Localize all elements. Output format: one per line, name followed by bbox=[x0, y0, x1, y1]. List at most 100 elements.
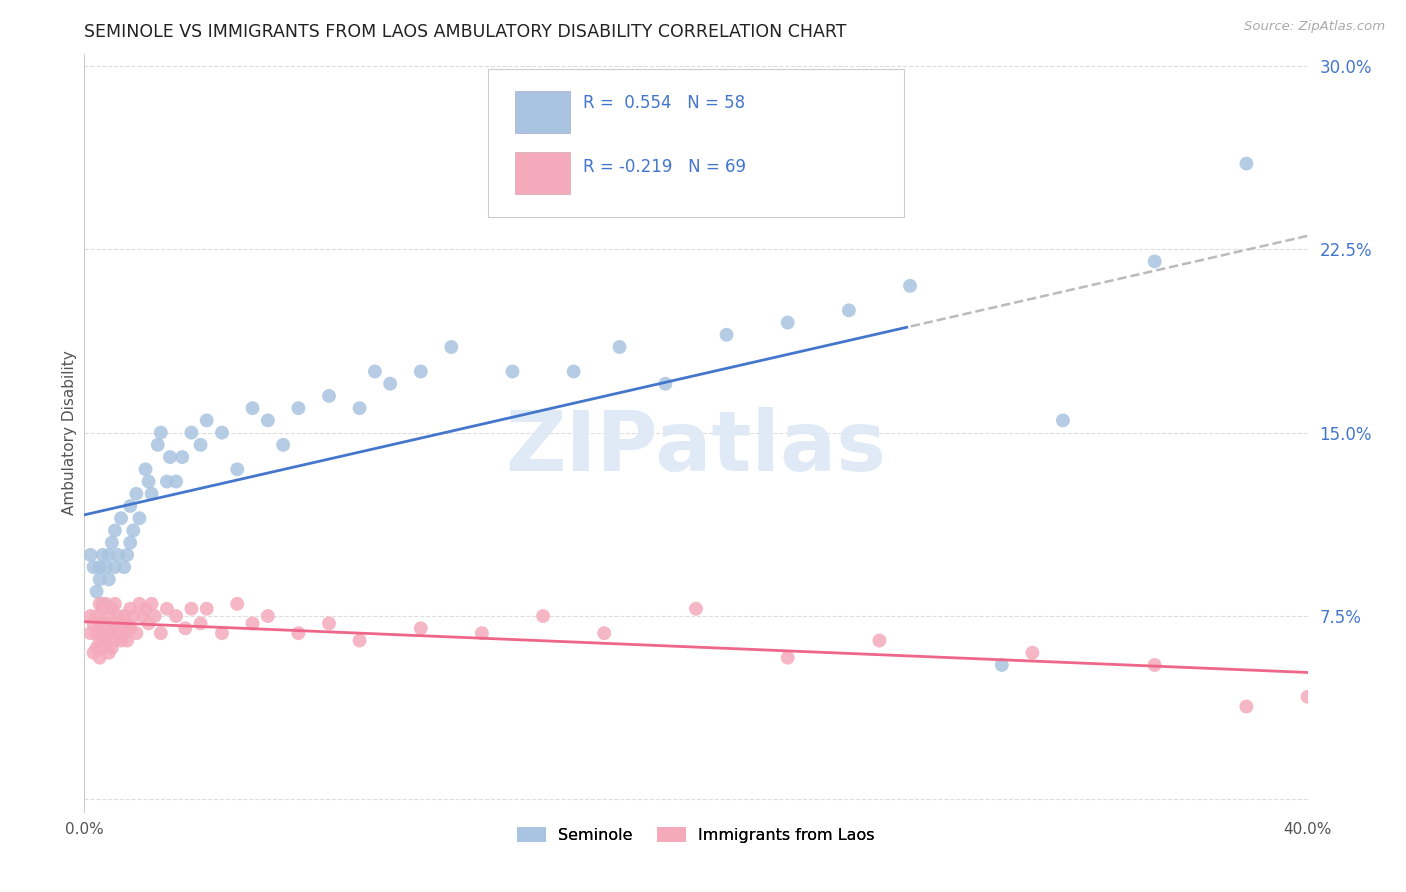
Point bbox=[89, 560, 111, 574]
Point bbox=[776, 650, 799, 665]
Point bbox=[115, 633, 138, 648]
Point bbox=[79, 609, 101, 624]
Point bbox=[120, 601, 142, 615]
Point bbox=[86, 609, 108, 624]
Point bbox=[79, 548, 101, 562]
Point bbox=[141, 487, 163, 501]
Point bbox=[101, 621, 124, 635]
Point bbox=[89, 597, 111, 611]
Point bbox=[91, 601, 114, 615]
Point bbox=[1236, 156, 1258, 170]
Point bbox=[83, 560, 105, 574]
Point bbox=[149, 425, 172, 440]
Point bbox=[104, 524, 127, 538]
Point bbox=[349, 633, 371, 648]
Point bbox=[112, 626, 135, 640]
Text: R =  0.554   N = 58: R = 0.554 N = 58 bbox=[583, 94, 745, 112]
Point bbox=[1021, 646, 1043, 660]
Point bbox=[156, 475, 179, 489]
FancyBboxPatch shape bbox=[515, 153, 569, 194]
Point bbox=[211, 626, 233, 640]
Point bbox=[128, 597, 150, 611]
Point bbox=[86, 584, 108, 599]
Point bbox=[89, 616, 111, 631]
Point bbox=[531, 609, 554, 624]
Point bbox=[120, 499, 142, 513]
Point bbox=[271, 438, 294, 452]
Point bbox=[110, 633, 132, 648]
Point bbox=[287, 626, 309, 640]
Point bbox=[242, 616, 264, 631]
Point bbox=[112, 560, 135, 574]
Point bbox=[165, 609, 187, 624]
Point bbox=[125, 487, 148, 501]
Point bbox=[180, 601, 202, 615]
Point bbox=[138, 616, 160, 631]
Point bbox=[190, 438, 212, 452]
Point bbox=[104, 597, 127, 611]
Point bbox=[83, 616, 105, 631]
Point bbox=[1143, 657, 1166, 672]
Y-axis label: Ambulatory Disability: Ambulatory Disability bbox=[62, 351, 77, 515]
Point bbox=[776, 316, 799, 330]
Point bbox=[110, 616, 132, 631]
FancyBboxPatch shape bbox=[488, 69, 904, 217]
Point bbox=[257, 609, 280, 624]
Point bbox=[562, 364, 585, 378]
Point bbox=[104, 633, 127, 648]
Point bbox=[97, 626, 120, 640]
Text: ZIPatlas: ZIPatlas bbox=[506, 408, 886, 488]
Point bbox=[135, 601, 157, 615]
Point bbox=[1236, 699, 1258, 714]
Point bbox=[89, 573, 111, 587]
Point bbox=[89, 633, 111, 648]
Point bbox=[838, 303, 860, 318]
Point bbox=[195, 601, 218, 615]
Point bbox=[409, 621, 432, 635]
Point bbox=[91, 548, 114, 562]
Point bbox=[110, 511, 132, 525]
Point bbox=[97, 573, 120, 587]
Point bbox=[89, 650, 111, 665]
Point bbox=[159, 450, 181, 464]
Point bbox=[91, 640, 114, 655]
Point bbox=[94, 633, 117, 648]
Point bbox=[180, 425, 202, 440]
Point bbox=[86, 640, 108, 655]
Point bbox=[364, 364, 387, 378]
Point bbox=[120, 535, 142, 549]
Point bbox=[146, 438, 169, 452]
Point bbox=[409, 364, 432, 378]
Point bbox=[143, 609, 166, 624]
Point bbox=[471, 626, 494, 640]
Text: SEMINOLE VS IMMIGRANTS FROM LAOS AMBULATORY DISABILITY CORRELATION CHART: SEMINOLE VS IMMIGRANTS FROM LAOS AMBULAT… bbox=[84, 23, 846, 41]
Point bbox=[869, 633, 891, 648]
Point bbox=[380, 376, 402, 391]
Point bbox=[654, 376, 676, 391]
Point bbox=[226, 597, 249, 611]
Point bbox=[97, 548, 120, 562]
Point bbox=[83, 646, 105, 660]
Point bbox=[242, 401, 264, 416]
Point bbox=[685, 601, 707, 615]
Point bbox=[115, 548, 138, 562]
Point bbox=[318, 616, 340, 631]
Point bbox=[1296, 690, 1319, 704]
Point bbox=[91, 626, 114, 640]
Point bbox=[128, 511, 150, 525]
Point bbox=[104, 616, 127, 631]
Point bbox=[86, 626, 108, 640]
Point bbox=[101, 535, 124, 549]
Text: R = -0.219   N = 69: R = -0.219 N = 69 bbox=[583, 158, 747, 177]
Point bbox=[165, 475, 187, 489]
Point bbox=[115, 616, 138, 631]
Point bbox=[125, 626, 148, 640]
Point bbox=[149, 626, 172, 640]
Point bbox=[94, 597, 117, 611]
Point bbox=[898, 278, 921, 293]
Point bbox=[79, 626, 101, 640]
Text: 40.0%: 40.0% bbox=[1284, 822, 1331, 838]
Point bbox=[97, 609, 120, 624]
Point bbox=[120, 621, 142, 635]
Point bbox=[107, 548, 129, 562]
